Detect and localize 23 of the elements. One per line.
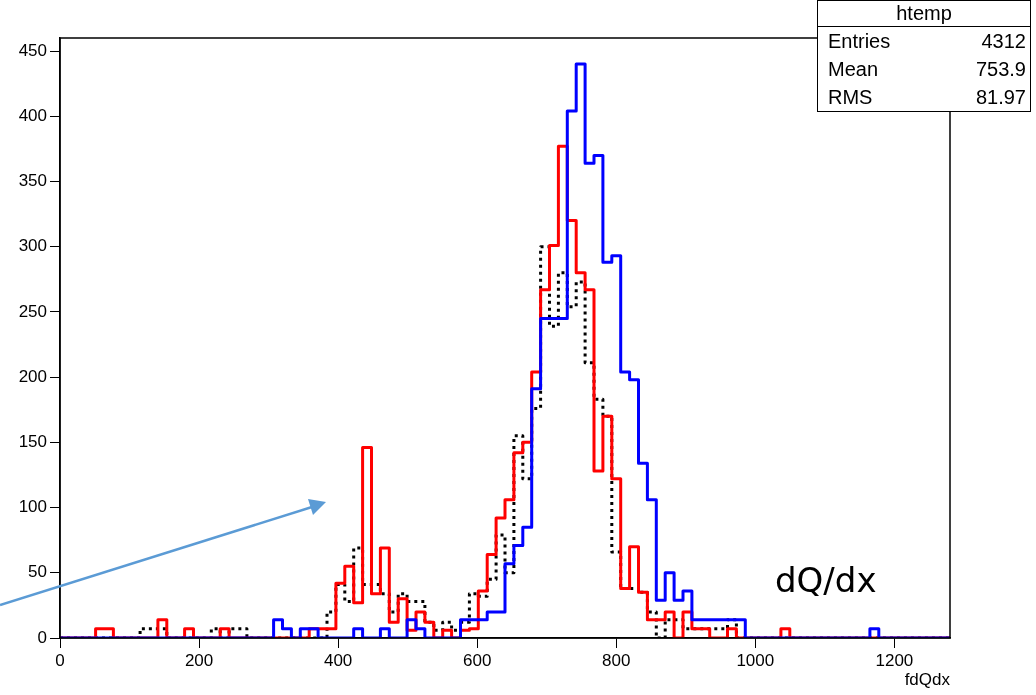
text: htemp bbox=[818, 1, 1030, 27]
x-tick-label: 1200 bbox=[875, 650, 914, 670]
y-tick-label: 100 bbox=[18, 497, 47, 517]
y-tick-label: 150 bbox=[18, 432, 47, 452]
text: RMS 81.97 bbox=[828, 86, 1026, 108]
text: Mean 753.9 bbox=[828, 58, 1026, 80]
y-tick-label: 0 bbox=[37, 627, 47, 647]
y-tick-label: 350 bbox=[18, 171, 47, 191]
x-tick-label: 600 bbox=[463, 650, 492, 670]
y-tick-label: 400 bbox=[18, 105, 47, 125]
x-tick-label: 0 bbox=[55, 650, 65, 670]
x-tick-label: 200 bbox=[184, 650, 214, 670]
x-tick-label: 400 bbox=[323, 650, 353, 670]
y-tick-label: 50 bbox=[28, 562, 47, 582]
x-axis-title: fdQdx bbox=[904, 670, 951, 690]
annotation: dQ/dx bbox=[775, 560, 877, 600]
x-tick-label: 1000 bbox=[736, 650, 775, 670]
y-tick-label: 450 bbox=[18, 40, 47, 60]
y-tick-label: 200 bbox=[18, 366, 47, 386]
y-tick-label: 250 bbox=[18, 301, 47, 321]
y-tick-label: 300 bbox=[18, 236, 47, 256]
x-tick-label: 800 bbox=[602, 650, 631, 670]
text: Entries 4312 bbox=[828, 30, 1026, 52]
